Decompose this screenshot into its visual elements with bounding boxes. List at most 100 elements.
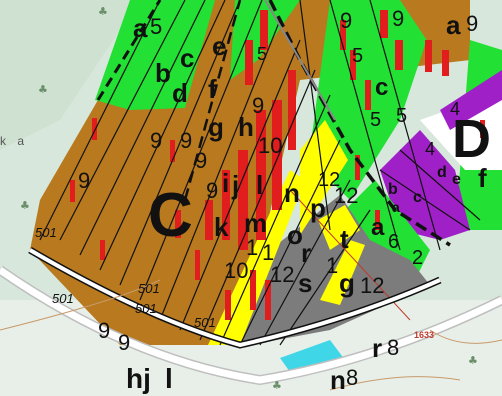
- subcompartment-label[interactable]: a: [371, 214, 385, 241]
- contour-line: [429, 329, 502, 344]
- subcompartment-label[interactable]: c: [413, 189, 422, 206]
- stand-age-number: 9: [392, 6, 405, 31]
- stand-age-number: 1: [246, 235, 259, 260]
- place-name-fragment: k a: [0, 134, 29, 148]
- subcompartment-label[interactable]: h: [238, 112, 254, 142]
- compartment-boundary-dashed: [96, 0, 162, 101]
- hatch-mark: [238, 150, 248, 250]
- subcompartment-label[interactable]: m: [244, 208, 268, 238]
- hatch-mark: [272, 100, 282, 210]
- stand-age-number: 9: [252, 93, 265, 118]
- boundary-line: [399, 149, 481, 221]
- secondary-road-fill: [0, 267, 502, 384]
- stand-age-number: 9: [118, 330, 131, 355]
- hatch-mark: [170, 140, 175, 162]
- stand-yellow-2[interactable]: [208, 170, 305, 345]
- boundary-line: [369, 0, 441, 251]
- subcompartment-label[interactable]: l: [256, 170, 264, 200]
- hatch-mark: [250, 270, 256, 310]
- subcompartment-label[interactable]: e: [212, 31, 227, 61]
- subcompartment-label[interactable]: t: [340, 224, 349, 254]
- subcompartment-label[interactable]: r: [301, 238, 312, 268]
- compartment-label-C[interactable]: C: [148, 181, 193, 250]
- hatch-mark: [355, 155, 360, 180]
- subcompartment-label[interactable]: a: [446, 10, 461, 40]
- subcompartment-label[interactable]: b: [388, 181, 398, 198]
- subcompartment-label[interactable]: g: [339, 268, 355, 298]
- stand-age-number: 5: [396, 105, 408, 127]
- tree-icon: ♣: [272, 379, 282, 392]
- subcompartment-label[interactable]: r: [372, 333, 383, 363]
- red-hatching: [70, 10, 485, 320]
- subcompartment-label[interactable]: g: [208, 112, 224, 142]
- hatch-mark: [225, 290, 231, 320]
- subcompartment-label[interactable]: o: [287, 220, 303, 250]
- hatch-mark: [92, 118, 97, 140]
- subcompartment-label[interactable]: e: [452, 171, 461, 188]
- stand-age-number: 9: [206, 178, 219, 203]
- hatch-mark: [205, 200, 213, 240]
- subcompartment-label[interactable]: f: [208, 74, 217, 104]
- subcompartment-label[interactable]: hj: [126, 363, 151, 394]
- stand-age-number: 9: [340, 8, 353, 33]
- hatch-mark: [350, 50, 356, 80]
- subcompartment-label[interactable]: i: [222, 168, 230, 198]
- boundary-line: [299, 0, 331, 231]
- stand-age-number: 4: [425, 139, 436, 159]
- subcompartment-label[interactable]: a: [392, 199, 400, 215]
- subcompartment-label[interactable]: d: [172, 78, 188, 108]
- hatch-mark: [100, 240, 105, 260]
- boundary-line: [279, 209, 371, 346]
- compartment-label-D[interactable]: D: [452, 109, 491, 169]
- stand-brown-a9[interactable]: [400, 0, 470, 60]
- subcompartment-label[interactable]: j: [232, 170, 240, 200]
- contour-line: [329, 376, 461, 391]
- stand-age-number: 5: [257, 44, 268, 64]
- compartment-boundary-dashed: [183, 0, 242, 201]
- stand-green-c[interactable]: [330, 0, 440, 200]
- hatch-mark: [425, 40, 432, 72]
- stand-age-number: 8: [346, 365, 359, 390]
- hatch-mark: [375, 210, 380, 230]
- tree-icon: ♣: [38, 83, 48, 96]
- subcompartment-label[interactable]: p: [310, 193, 326, 223]
- hatch-mark: [175, 210, 181, 238]
- stand-purple-top[interactable]: [440, 70, 502, 130]
- subcompartment-label[interactable]: k: [214, 212, 229, 242]
- subcompartment-label[interactable]: f: [478, 163, 487, 193]
- hatch-mark: [365, 80, 371, 110]
- subcompartment-label[interactable]: s: [298, 268, 313, 298]
- stand-green-a5[interactable]: [95, 0, 215, 110]
- stand-age-number: 12: [318, 169, 341, 191]
- subcompartment-label[interactable]: n: [330, 365, 346, 395]
- road-number: 501: [194, 315, 216, 330]
- forest-road: [264, 0, 336, 121]
- subcompartment-label[interactable]: a: [133, 13, 148, 43]
- subcompartment-label[interactable]: d: [437, 164, 447, 181]
- reference-marker[interactable]: 1633: [414, 330, 435, 340]
- boundary-line: [139, 0, 263, 301]
- subcompartment-label[interactable]: n: [284, 178, 300, 208]
- hatch-mark: [256, 110, 266, 240]
- subcompartment-label[interactable]: l: [165, 363, 173, 394]
- stand-age-number: 5: [352, 45, 364, 67]
- boundary-line: [329, 0, 401, 251]
- boundary-line: [259, 179, 351, 346]
- stand-white-D[interactable]: [420, 95, 502, 170]
- boundary-line: [59, 0, 186, 241]
- stand-yellow-3[interactable]: [320, 240, 365, 305]
- stand-cyan[interactable]: [280, 340, 345, 372]
- hatch-mark: [395, 40, 403, 70]
- stand-age-number: 12: [360, 273, 385, 298]
- subcompartment-label[interactable]: c: [180, 43, 195, 73]
- stand-purple[interactable]: [380, 130, 470, 240]
- road[interactable]: [28, 248, 441, 348]
- hatch-mark: [442, 50, 449, 76]
- road-number: 501: [135, 301, 157, 316]
- hatch-mark: [70, 180, 75, 202]
- subcompartment-label[interactable]: b: [155, 58, 171, 88]
- subcompartment-label[interactable]: c: [375, 74, 389, 101]
- compartment-boundary-dashed: [268, 0, 451, 247]
- stand-grey[interactable]: [235, 195, 430, 345]
